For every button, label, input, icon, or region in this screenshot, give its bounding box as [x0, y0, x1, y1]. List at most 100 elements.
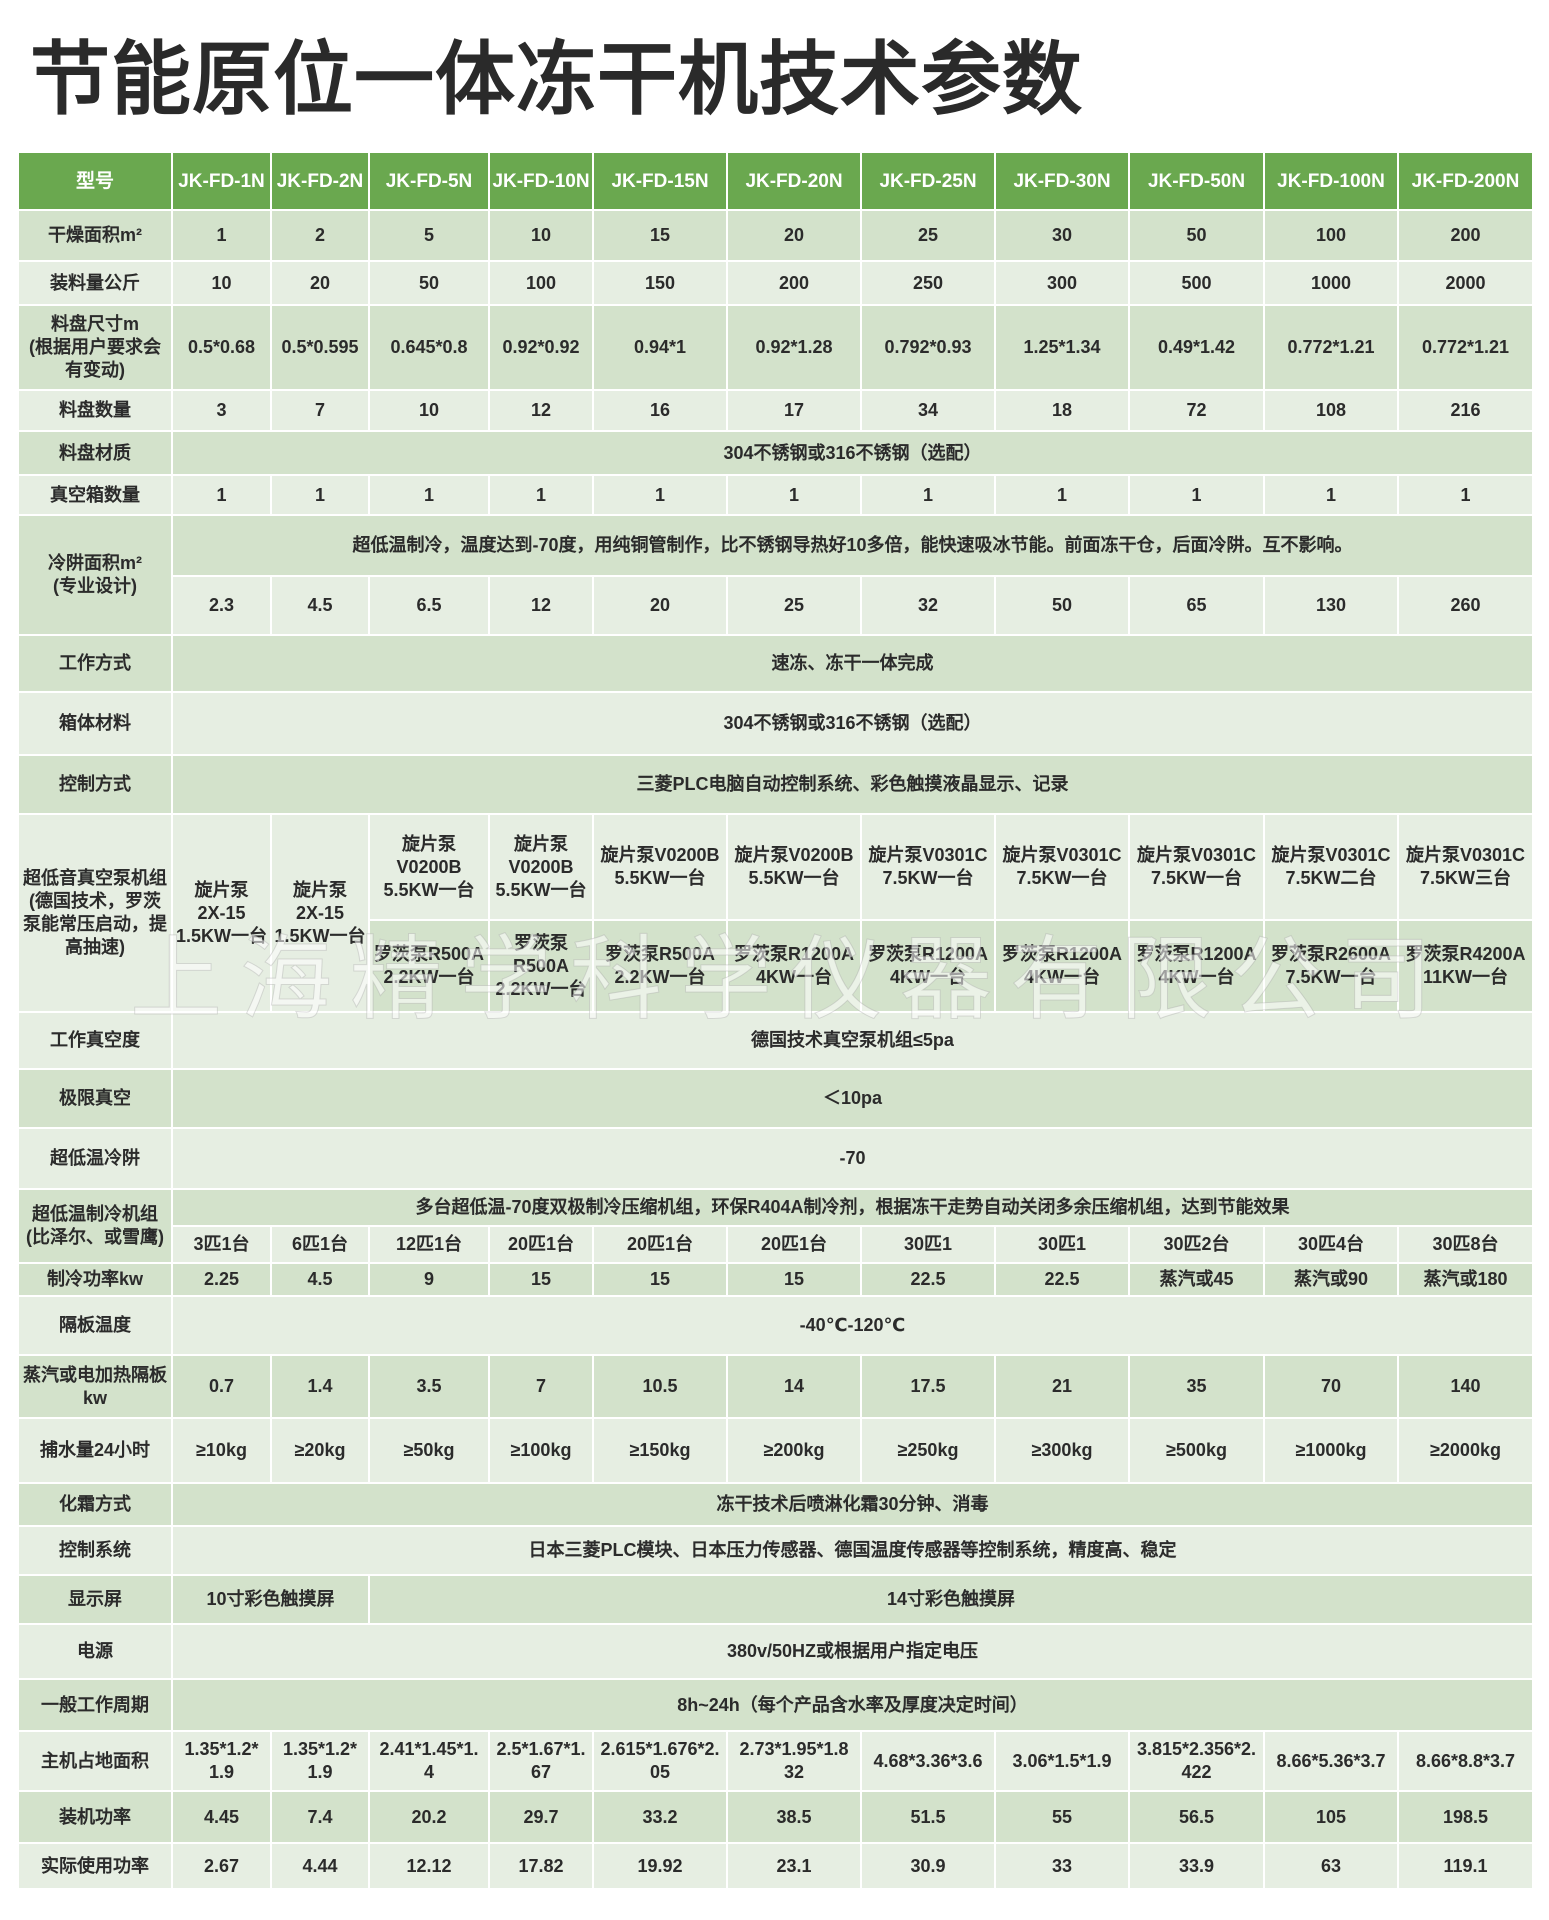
table-row: 工作方式 速冻、冻干一体完成	[17, 634, 1534, 693]
table-cell: 30匹1	[994, 1225, 1130, 1264]
table-cell: 3.815*2.356*2. 422	[1128, 1730, 1265, 1792]
table-cell: 70	[1263, 1354, 1399, 1419]
row-label: 料盘材质	[17, 430, 173, 476]
table-cell: 2.5*1.67*1. 67	[488, 1730, 594, 1792]
table-cell: 21	[994, 1354, 1130, 1419]
table-cell: 100	[1263, 209, 1399, 262]
table-cell: 3匹1台	[171, 1225, 272, 1264]
table-cell: ≥10kg	[171, 1417, 272, 1484]
table-cell: 18	[994, 389, 1130, 432]
table-row: 超低温制冷机组 (比泽尔、或雪鹰) 多台超低温-70度双极制冷压缩机组，环保R404…	[17, 1188, 1534, 1264]
table-cell: 10寸彩色触摸屏	[171, 1574, 370, 1625]
table-row: 化霜方式 冻干技术后喷淋化霜30分钟、消毒	[17, 1482, 1534, 1527]
table-cell: ≥300kg	[994, 1417, 1130, 1484]
table-cell: 蒸汽或45	[1128, 1262, 1265, 1297]
model-header: JK-FD-5N	[368, 151, 490, 211]
table-cell: ≥1000kg	[1263, 1417, 1399, 1484]
table-cell: 260	[1397, 575, 1534, 636]
model-header: JK-FD-1N	[171, 151, 272, 211]
table-cell: 35	[1128, 1354, 1265, 1419]
table-cell: 20	[270, 260, 370, 306]
table-cell: 38.5	[726, 1790, 862, 1844]
table-row: 装机功率 4.45 7.4 20.2 29.7 33.2 38.5 51.5 55 56.5 105…	[17, 1790, 1534, 1844]
table-cell: 罗茨泵R1200A 4KW一台	[726, 919, 862, 1013]
row-label: 捕水量24小时	[17, 1417, 173, 1484]
row-label: 超低音真空泵机组 (德国技术，罗茨泵能常压启动，提高抽速)	[17, 813, 173, 1013]
model-header: JK-FD-15N	[592, 151, 728, 211]
table-cell: 7	[270, 389, 370, 432]
table-cell: 20	[726, 209, 862, 262]
table-cell: 2.73*1.95*1.8 32	[726, 1730, 862, 1792]
table-cell: 1	[994, 474, 1130, 516]
model-header: JK-FD-100N	[1263, 151, 1399, 211]
table-row: 超低音真空泵机组 (德国技术，罗茨泵能常压启动，提高抽速) 旋片泵 2X-15 1.5K…	[17, 813, 1534, 1013]
model-header: JK-FD-25N	[860, 151, 996, 211]
table-cell: 1.25*1.34	[994, 304, 1130, 391]
table-cell: 140	[1397, 1354, 1534, 1419]
table-cell: 2.41*1.45*1. 4	[368, 1730, 490, 1792]
table-cell: 20	[592, 575, 728, 636]
table-cell: ≥20kg	[270, 1417, 370, 1484]
table-cell: ≥250kg	[860, 1417, 996, 1484]
table-cell: 16	[592, 389, 728, 432]
row-label: 料盘数量	[17, 389, 173, 432]
model-header: JK-FD-50N	[1128, 151, 1265, 211]
table-cell: 22.5	[994, 1262, 1130, 1297]
table-cell: 5	[368, 209, 490, 262]
table-cell: 日本三菱PLC模块、日本压力传感器、德国温度传感器等控制系统，精度高、稳定	[171, 1525, 1534, 1576]
table-cell: 1.35*1.2* 1.9	[270, 1730, 370, 1792]
table-cell: 300	[994, 260, 1130, 306]
table-cell: 200	[726, 260, 862, 306]
table-cell: 55	[994, 1790, 1130, 1844]
table-cell: 10	[488, 209, 594, 262]
table-row: 制冷功率kw 2.25 4.5 9 15 15 15 22.5 22.5 蒸汽或45 蒸汽或90 蒸汽…	[17, 1262, 1534, 1297]
table-cell: 4.5	[270, 575, 370, 636]
table-cell: 0.92*0.92	[488, 304, 594, 391]
table-cell: 9	[368, 1262, 490, 1297]
table-cell: ≥200kg	[726, 1417, 862, 1484]
table-cell: 超低温制冷，温度达到-70度，用纯铜管制作，比不锈钢导热好10多倍，能快速吸冰节…	[171, 514, 1534, 577]
table-cell: 1.35*1.2* 1.9	[171, 1730, 272, 1792]
model-header: JK-FD-30N	[994, 151, 1130, 211]
table-cell: 10	[171, 260, 272, 306]
table-cell: 15	[592, 209, 728, 262]
table-cell: 15	[726, 1262, 862, 1297]
header-row: 型号 JK-FD-1N JK-FD-2N JK-FD-5N JK-FD-10N JK-FD…	[17, 151, 1534, 211]
table-cell: 3.06*1.5*1.9	[994, 1730, 1130, 1792]
table-cell: 56.5	[1128, 1790, 1265, 1844]
table-cell: 1	[171, 474, 272, 516]
table-cell: 150	[592, 260, 728, 306]
table-cell: ≥500kg	[1128, 1417, 1265, 1484]
table-cell: 20匹1台	[726, 1225, 862, 1264]
row-label: 超低温冷阱	[17, 1127, 173, 1190]
table-cell: 旋片泵V0301C 7.5KW一台	[860, 813, 996, 921]
row-label: 显示屏	[17, 1574, 173, 1625]
table-cell: 8h~24h（每个产品含水率及厚度决定时间）	[171, 1678, 1534, 1732]
table-cell: 130	[1263, 575, 1399, 636]
table-cell: 105	[1263, 1790, 1399, 1844]
table-cell: 0.92*1.28	[726, 304, 862, 391]
table-cell: 0.7	[171, 1354, 272, 1419]
table-cell: 旋片泵V0301C 7.5KW一台	[1128, 813, 1265, 921]
table-cell: 15	[592, 1262, 728, 1297]
row-label: 蒸汽或电加热隔板 kw	[17, 1354, 173, 1419]
model-header: JK-FD-20N	[726, 151, 862, 211]
table-cell: 30匹4台	[1263, 1225, 1399, 1264]
row-label: 料盘尺寸m (根据用户要求会有变动)	[17, 304, 173, 391]
table-cell: 216	[1397, 389, 1534, 432]
table-cell: 10.5	[592, 1354, 728, 1419]
row-label: 控制方式	[17, 754, 173, 815]
table-cell: 0.772*1.21	[1263, 304, 1399, 391]
table-cell: 罗茨泵R4200A 11KW一台	[1397, 919, 1534, 1013]
table-cell: 29.7	[488, 1790, 594, 1844]
table-cell: 2	[270, 209, 370, 262]
table-row: 捕水量24小时 ≥10kg ≥20kg ≥50kg ≥100kg ≥150kg ≥200kg…	[17, 1417, 1534, 1484]
table-row: 2.3 4.5 6.5 12 20 25 32 50 65 130 260	[18, 575, 1534, 636]
table-cell: 2.25	[171, 1262, 272, 1297]
table-row: 真空箱数量 1 1 1 1 1 1 1 1 1 1 1	[17, 474, 1534, 516]
table-cell: 30匹2台	[1128, 1225, 1265, 1264]
table-row: 极限真空 ＜10pa	[17, 1068, 1534, 1129]
table-cell: 304不锈钢或316不锈钢（选配）	[171, 430, 1534, 476]
